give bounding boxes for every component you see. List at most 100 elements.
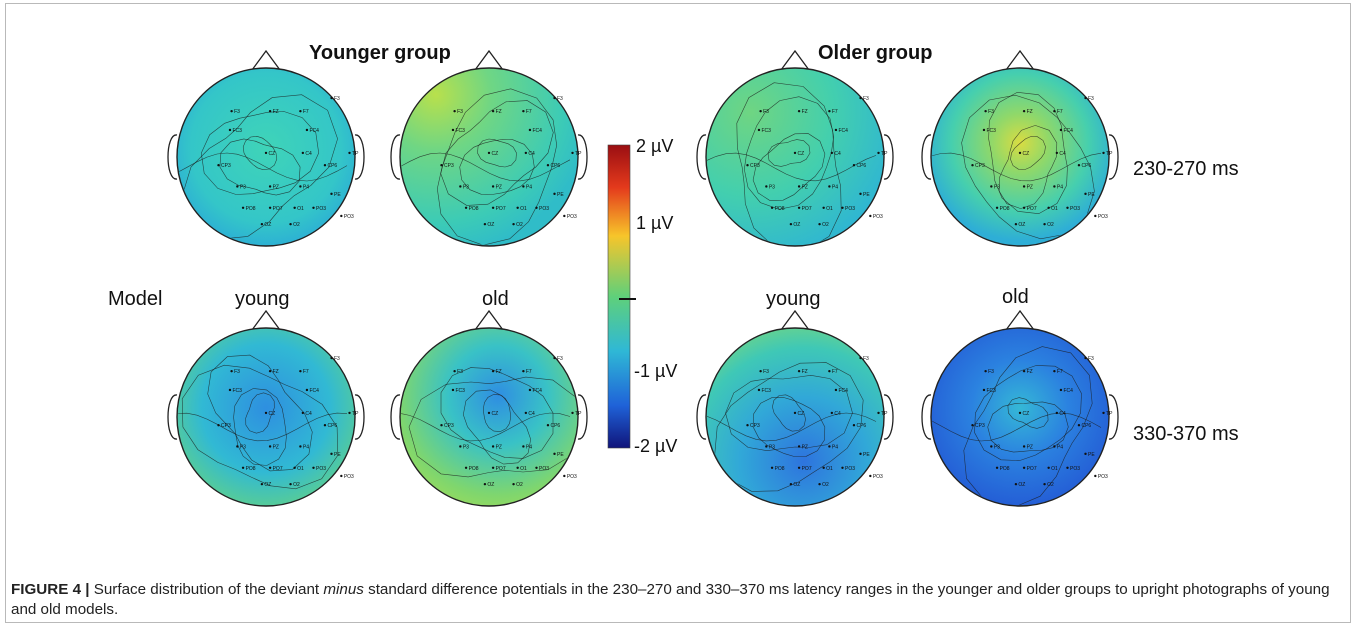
nose-outline bbox=[251, 309, 281, 331]
electrode-label: P3 bbox=[240, 184, 246, 190]
electrode-dot bbox=[869, 214, 872, 218]
electrode-label: PZ bbox=[802, 444, 808, 450]
electrode-label: PO3 bbox=[845, 466, 855, 472]
electrode-dot bbox=[241, 206, 245, 209]
electrode-label: CZ bbox=[269, 411, 276, 417]
electrode-dot bbox=[293, 206, 296, 209]
electrode-dot bbox=[512, 222, 515, 226]
electrode-label: PO8 bbox=[1000, 206, 1010, 212]
electrode-dot bbox=[1055, 411, 1059, 415]
electrode-label: P3 bbox=[769, 444, 775, 450]
electrode-label: O1 bbox=[520, 466, 527, 472]
electrode-label: FC4 bbox=[532, 388, 542, 394]
electrode-dot bbox=[995, 206, 999, 209]
electrode-label: O1 bbox=[520, 206, 527, 212]
electrode-label: PO3 bbox=[1070, 466, 1080, 472]
electrode-dot bbox=[830, 411, 834, 415]
electrode-label: PE bbox=[863, 452, 870, 458]
figure-caption: FIGURE 4 | Surface distribution of the d… bbox=[11, 580, 1341, 620]
left-ear-outline bbox=[696, 134, 707, 180]
electrode-label: FC4 bbox=[1063, 388, 1073, 394]
electrode-label: PO8 bbox=[246, 206, 256, 212]
left-ear-outline bbox=[167, 394, 178, 440]
electrode-label: CP6 bbox=[1081, 423, 1091, 429]
electrode-dot bbox=[440, 163, 443, 167]
electrode-dot bbox=[522, 445, 525, 448]
electrode-dot bbox=[217, 163, 220, 167]
right-ear-outline bbox=[354, 134, 365, 180]
electrode-dot bbox=[260, 222, 264, 226]
head-younger-young-230: F3 FZ F7 F3 FC3 FC4 CP3 CZ C4 CP6 P3 PZ P4 PE PO8 PO7 PO… bbox=[167, 49, 365, 247]
electrode-dot bbox=[491, 109, 495, 113]
electrode-label: PO8 bbox=[246, 466, 256, 472]
electrode-label: F7 bbox=[303, 369, 309, 375]
contour-lines bbox=[178, 94, 348, 240]
electrode-dot bbox=[1084, 192, 1087, 196]
electrode-dot bbox=[1014, 482, 1018, 486]
electrode-label: PO3 bbox=[873, 214, 883, 220]
nose-outline bbox=[474, 309, 504, 331]
electrode-dot bbox=[1022, 206, 1026, 209]
electrode-label: F3 bbox=[457, 369, 463, 375]
electrode-dot bbox=[789, 482, 793, 486]
electrode-dot bbox=[757, 128, 761, 132]
right-ear-outline bbox=[354, 394, 365, 440]
electrode-label: P3 bbox=[994, 444, 1000, 450]
electrode-label: CP3 bbox=[750, 423, 760, 429]
electrode-label: F7 bbox=[1057, 369, 1063, 375]
older-group-title: Older group bbox=[818, 42, 933, 64]
electrode-label: PE bbox=[557, 452, 564, 458]
electrode-dot bbox=[971, 423, 974, 427]
electrode-label: FC3 bbox=[986, 128, 996, 134]
electrode-dot bbox=[522, 109, 525, 113]
electrode-dot bbox=[859, 192, 862, 196]
electrode-dot bbox=[330, 356, 333, 360]
electrode-dot bbox=[312, 466, 315, 469]
electrode-label: O2 bbox=[293, 222, 300, 228]
electrode-dot bbox=[299, 109, 302, 113]
electrode-dot bbox=[522, 185, 525, 188]
electrode-dot bbox=[1094, 474, 1097, 478]
electrode-label: PZ bbox=[802, 184, 808, 190]
electrode-label: PE bbox=[1088, 192, 1095, 198]
electrode-label: PZ bbox=[1027, 184, 1033, 190]
electrode-label: F7 bbox=[526, 109, 532, 115]
electrode-dot bbox=[828, 445, 831, 448]
electrode-label: O2 bbox=[1047, 222, 1054, 228]
electrode-label: CZ bbox=[492, 151, 499, 157]
electrode-dot bbox=[264, 411, 268, 415]
electrode-dot bbox=[451, 388, 455, 392]
electrode-dot bbox=[268, 445, 272, 448]
electrode-label: CZ bbox=[492, 411, 499, 417]
electrode-dot bbox=[1077, 423, 1081, 427]
electrode-dot bbox=[1059, 388, 1063, 392]
electrode-dot bbox=[1094, 214, 1097, 218]
electrode-dot bbox=[260, 482, 264, 486]
electrode-label: PO7 bbox=[1027, 466, 1037, 472]
electrode-dot bbox=[1047, 466, 1050, 469]
electrode-dot bbox=[487, 411, 491, 415]
head-older-young-230: F3 FZ F7 F3 FC3 FC4 CP3 CZ C4 CP6 P3 PZ P4 PE PO8 PO7 PO… bbox=[696, 49, 894, 247]
colorbar-tick-2: 2 µV bbox=[636, 136, 674, 156]
left-ear-outline bbox=[921, 134, 932, 180]
electrode-dot bbox=[546, 163, 550, 167]
electrode-label: CP6 bbox=[856, 423, 866, 429]
scalp-map bbox=[399, 67, 579, 247]
electrode-label: TP bbox=[881, 411, 888, 417]
electrode-dot bbox=[563, 214, 566, 218]
electrode-dot bbox=[553, 452, 556, 456]
head-maps: F3 FZ F7 F3 FC3 FC4 CP3 CZ C4 CP6 P3 PZ P4 PE PO8 PO7 PO… bbox=[167, 49, 1119, 507]
electrode-dot bbox=[268, 466, 272, 469]
electrode-dot bbox=[1066, 206, 1069, 209]
electrode-label: FC3 bbox=[455, 388, 465, 394]
contour-lines bbox=[707, 362, 877, 492]
electrode-dot bbox=[1077, 163, 1081, 167]
caption-text-2: standard difference potentials in the 23… bbox=[11, 581, 1330, 618]
electrode-label: PZ bbox=[496, 444, 502, 450]
electrode-label: PO8 bbox=[775, 466, 785, 472]
left-ear-outline bbox=[921, 394, 932, 440]
electrode-label: O1 bbox=[1051, 206, 1058, 212]
contour-lines bbox=[707, 82, 877, 245]
electrode-dot bbox=[299, 369, 302, 373]
electrode-dot bbox=[757, 388, 761, 392]
